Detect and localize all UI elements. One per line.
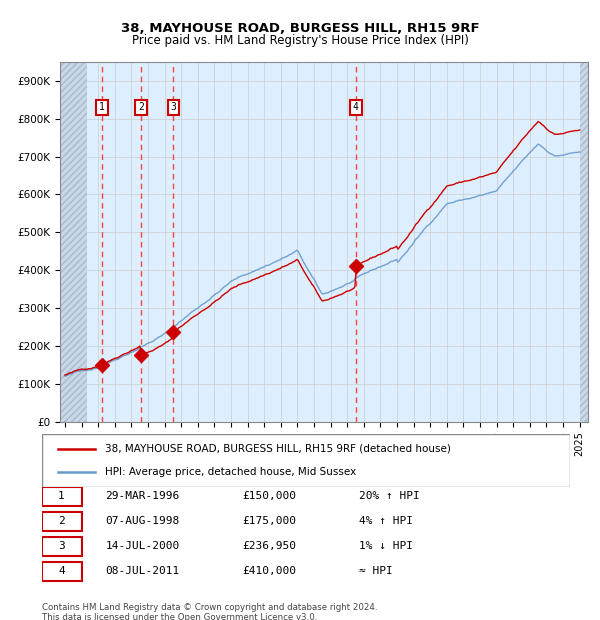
Text: 4% ↑ HPI: 4% ↑ HPI <box>359 516 413 526</box>
Text: 38, MAYHOUSE ROAD, BURGESS HILL, RH15 9RF: 38, MAYHOUSE ROAD, BURGESS HILL, RH15 9R… <box>121 22 479 35</box>
Text: £150,000: £150,000 <box>242 492 296 502</box>
Text: Price paid vs. HM Land Registry's House Price Index (HPI): Price paid vs. HM Land Registry's House … <box>131 34 469 47</box>
Text: 1: 1 <box>99 102 105 112</box>
Text: 3: 3 <box>58 541 65 551</box>
FancyBboxPatch shape <box>42 487 82 506</box>
Text: ≈ HPI: ≈ HPI <box>359 566 392 577</box>
Text: 07-AUG-1998: 07-AUG-1998 <box>106 516 179 526</box>
Text: Contains HM Land Registry data © Crown copyright and database right 2024.
This d: Contains HM Land Registry data © Crown c… <box>42 603 377 620</box>
FancyBboxPatch shape <box>42 434 570 487</box>
Text: 38, MAYHOUSE ROAD, BURGESS HILL, RH15 9RF (detached house): 38, MAYHOUSE ROAD, BURGESS HILL, RH15 9R… <box>106 444 451 454</box>
FancyBboxPatch shape <box>42 512 82 531</box>
Text: 3: 3 <box>170 102 176 112</box>
Text: 1% ↓ HPI: 1% ↓ HPI <box>359 541 413 551</box>
FancyBboxPatch shape <box>42 562 82 581</box>
Text: 4: 4 <box>353 102 359 112</box>
Text: 29-MAR-1996: 29-MAR-1996 <box>106 492 179 502</box>
Bar <box>60 62 86 422</box>
Text: 20% ↑ HPI: 20% ↑ HPI <box>359 492 419 502</box>
Text: 1: 1 <box>58 492 65 502</box>
Text: £175,000: £175,000 <box>242 516 296 526</box>
Text: 08-JUL-2011: 08-JUL-2011 <box>106 566 179 577</box>
Bar <box>580 62 588 422</box>
Text: £410,000: £410,000 <box>242 566 296 577</box>
Text: 4: 4 <box>58 566 65 577</box>
Text: £236,950: £236,950 <box>242 541 296 551</box>
Text: HPI: Average price, detached house, Mid Sussex: HPI: Average price, detached house, Mid … <box>106 467 356 477</box>
FancyBboxPatch shape <box>42 536 82 556</box>
Text: 2: 2 <box>138 102 144 112</box>
Text: 14-JUL-2000: 14-JUL-2000 <box>106 541 179 551</box>
Text: 2: 2 <box>58 516 65 526</box>
